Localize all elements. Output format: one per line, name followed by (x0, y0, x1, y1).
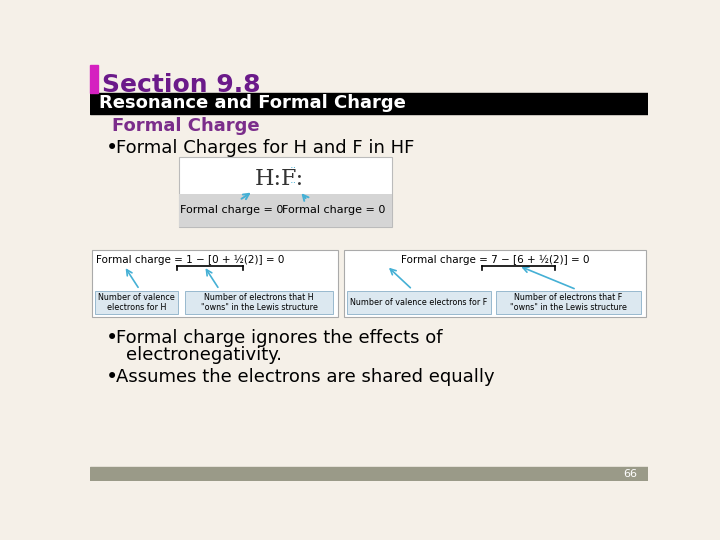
Text: Formal charge = 7 − [6 + ½(2)] = 0: Formal charge = 7 − [6 + ½(2)] = 0 (401, 254, 590, 265)
Bar (496, 291, 641, 314)
Text: •: • (106, 138, 118, 158)
Bar (91, 249, 338, 318)
Text: •: • (106, 328, 118, 348)
Bar (179, 194, 392, 226)
Text: Resonance and Formal Charge: Resonance and Formal Charge (99, 94, 406, 112)
Text: Formal charge = 0: Formal charge = 0 (180, 205, 284, 215)
Text: ··: ·· (290, 163, 297, 173)
Text: Formal Charge: Formal Charge (112, 117, 259, 136)
Text: Number of valence
electrons for H: Number of valence electrons for H (98, 293, 175, 313)
Text: Assumes the electrons are shared equally: Assumes the electrons are shared equally (117, 368, 495, 386)
Bar (90, 92, 648, 114)
Bar (347, 291, 490, 314)
Text: Formal charge = 1 − [0 + ½(2)] = 0: Formal charge = 1 − [0 + ½(2)] = 0 (96, 254, 284, 265)
Text: •: • (106, 367, 118, 387)
Bar (90, 467, 648, 481)
Text: 66: 66 (623, 469, 637, 478)
Bar (179, 157, 392, 226)
Bar (90, 65, 98, 92)
Bar (184, 291, 333, 314)
Text: H:F:: H:F: (255, 168, 304, 190)
Text: Number of electrons that F
"owns" in the Lewis structure: Number of electrons that F "owns" in the… (510, 293, 626, 313)
Text: Number of electrons that H
"owns" in the Lewis structure: Number of electrons that H "owns" in the… (200, 293, 318, 313)
Text: Formal charge ignores the effects of: Formal charge ignores the effects of (117, 329, 443, 347)
Text: electronegativity.: electronegativity. (126, 346, 282, 364)
Text: Section 9.8: Section 9.8 (102, 73, 261, 97)
Text: Number of valence electrons for F: Number of valence electrons for F (350, 298, 487, 307)
Bar (94, 291, 179, 314)
Text: ··: ·· (290, 178, 297, 187)
Bar (344, 249, 647, 318)
Text: Formal Charges for H and F in HF: Formal Charges for H and F in HF (117, 139, 415, 157)
Text: Formal charge = 0: Formal charge = 0 (282, 205, 386, 215)
